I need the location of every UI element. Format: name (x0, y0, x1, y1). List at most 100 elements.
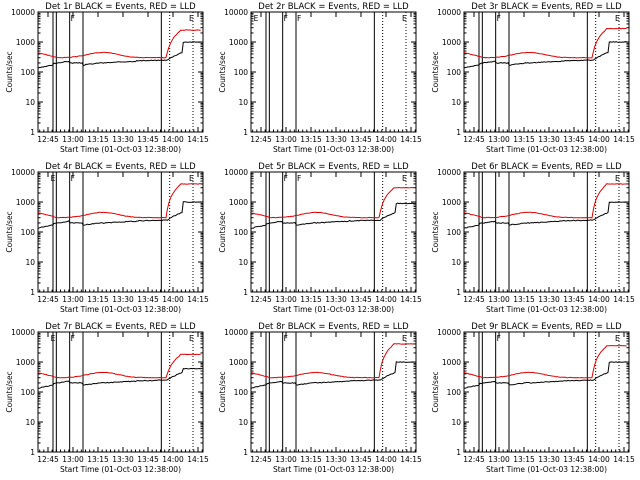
y-tick-label: 10 (25, 258, 35, 267)
plot-frame (250, 331, 417, 453)
x-axis-label: Start Time (01-Oct-03 12:38:00) (273, 305, 394, 314)
x-tick-label: 13:00 (488, 455, 510, 464)
x-tick-label: 13:30 (112, 135, 134, 144)
x-tick-label: 13:30 (325, 135, 347, 144)
y-tick-label: 100 (447, 388, 462, 397)
y-tick-label: 1 (243, 448, 248, 457)
x-tick-label: 13:00 (488, 135, 510, 144)
x-axis-label: Start Time (01-Oct-03 12:38:00) (486, 465, 607, 474)
x-tick-label: 14:15 (187, 135, 209, 144)
marker-label: E (189, 14, 194, 23)
detector-plot: Det 8r BLACK = Events, RED = LLD 1 10 100 10… (218, 322, 422, 474)
y-tick-label: 10 (25, 418, 35, 427)
plot-title: Det 8r BLACK = Events, RED = LLD (258, 322, 409, 332)
x-tick-label: 14:00 (588, 455, 610, 464)
x-tick-label: 12:45 (463, 135, 485, 144)
detector-plot: Det 2r BLACK = Events, RED = LLD 1 10 100 10… (218, 2, 422, 154)
x-tick-label: 13:30 (538, 135, 560, 144)
y-axis-label: Counts/sec (218, 371, 227, 412)
x-tick-label: 12:45 (37, 455, 59, 464)
lld-series (250, 186, 414, 219)
x-tick-label: 13:15 (513, 455, 535, 464)
plot-frame (37, 331, 204, 453)
y-tick-label: 100 (21, 68, 36, 77)
y-tick-label: 1000 (442, 198, 461, 207)
x-tick-label: 12:45 (250, 455, 272, 464)
x-tick-label: 14:00 (588, 135, 610, 144)
plot-title: Det 9r BLACK = Events, RED = LLD (471, 322, 622, 332)
y-tick-label: 1000 (442, 358, 461, 367)
x-tick-label: 13:45 (563, 295, 585, 304)
plot-frame (463, 11, 630, 133)
x-axis-label: Start Time (01-Oct-03 12:38:00) (486, 145, 607, 154)
marker-label: F (71, 334, 75, 343)
marker-label: E (402, 14, 407, 23)
events-series (250, 361, 414, 389)
y-tick-label: 10000 (437, 328, 461, 337)
plot-title: Det 7r BLACK = Events, RED = LLD (45, 322, 196, 332)
y-tick-label: 1 (30, 128, 35, 137)
y-tick-label: 1 (456, 128, 461, 137)
y-axis-label: Counts/sec (218, 51, 227, 92)
y-tick-label: 10000 (224, 328, 248, 337)
plot-title: Det 3r BLACK = Events, RED = LLD (471, 2, 622, 12)
x-tick-label: 13:00 (488, 295, 510, 304)
y-tick-label: 100 (234, 228, 249, 237)
x-tick-label: 13:30 (112, 455, 134, 464)
x-tick-label: 14:15 (613, 455, 635, 464)
x-tick-label: 14:15 (400, 295, 422, 304)
x-tick-label: 13:00 (62, 455, 84, 464)
x-tick-label: 13:15 (300, 135, 322, 144)
x-tick-label: 13:30 (325, 295, 347, 304)
marker-label: E (254, 14, 259, 23)
y-axis-label: Counts/sec (5, 371, 14, 412)
y-tick-label: 1 (30, 448, 35, 457)
x-tick-label: 13:45 (350, 135, 372, 144)
x-tick-label: 13:00 (275, 455, 297, 464)
y-tick-label: 100 (447, 228, 462, 237)
x-tick-label: 13:45 (350, 455, 372, 464)
x-tick-label: 13:15 (513, 135, 535, 144)
y-tick-label: 10000 (437, 8, 461, 17)
x-tick-label: 14:15 (187, 295, 209, 304)
x-axis-label: Start Time (01-Oct-03 12:38:00) (60, 465, 181, 474)
lld-series (250, 343, 414, 379)
y-tick-label: 10 (451, 418, 461, 427)
x-tick-label: 13:00 (275, 295, 297, 304)
y-tick-label: 1000 (442, 38, 461, 47)
x-tick-label: 14:15 (613, 295, 635, 304)
lld-series (463, 344, 627, 379)
y-axis-label: Counts/sec (431, 211, 440, 252)
detector-plot: Det 3r BLACK = Events, RED = LLD 1 10 100 10… (431, 2, 635, 154)
plot-title: Det 1r BLACK = Events, RED = LLD (45, 2, 196, 12)
x-tick-label: 13:30 (112, 295, 134, 304)
y-tick-label: 10000 (437, 168, 461, 177)
y-tick-label: 100 (234, 388, 249, 397)
marker-label: F (284, 14, 288, 23)
plot-frame (463, 171, 630, 293)
plot-frame (37, 171, 204, 293)
x-tick-label: 12:45 (250, 135, 272, 144)
lld-series (37, 183, 201, 219)
x-tick-label: 13:45 (137, 455, 159, 464)
marker-label: E (615, 174, 620, 183)
y-tick-label: 1 (243, 288, 248, 297)
x-tick-label: 13:15 (87, 455, 109, 464)
y-tick-label: 10 (238, 98, 248, 107)
marker-label: E (51, 174, 56, 183)
y-tick-label: 100 (447, 68, 462, 77)
marker-label: E (189, 334, 194, 343)
y-tick-label: 10000 (224, 8, 248, 17)
plot-frame (37, 11, 204, 133)
events-series (250, 202, 414, 229)
x-tick-label: 14:00 (375, 135, 397, 144)
y-tick-label: 1000 (229, 198, 248, 207)
y-axis-label: Counts/sec (431, 371, 440, 412)
marker-label: E (402, 334, 407, 343)
marker-label: F (297, 14, 301, 23)
plot-title: Det 6r BLACK = Events, RED = LLD (471, 162, 622, 172)
x-axis-label: Start Time (01-Oct-03 12:38:00) (60, 145, 181, 154)
marker-label: E (51, 334, 56, 343)
y-tick-label: 1 (30, 288, 35, 297)
